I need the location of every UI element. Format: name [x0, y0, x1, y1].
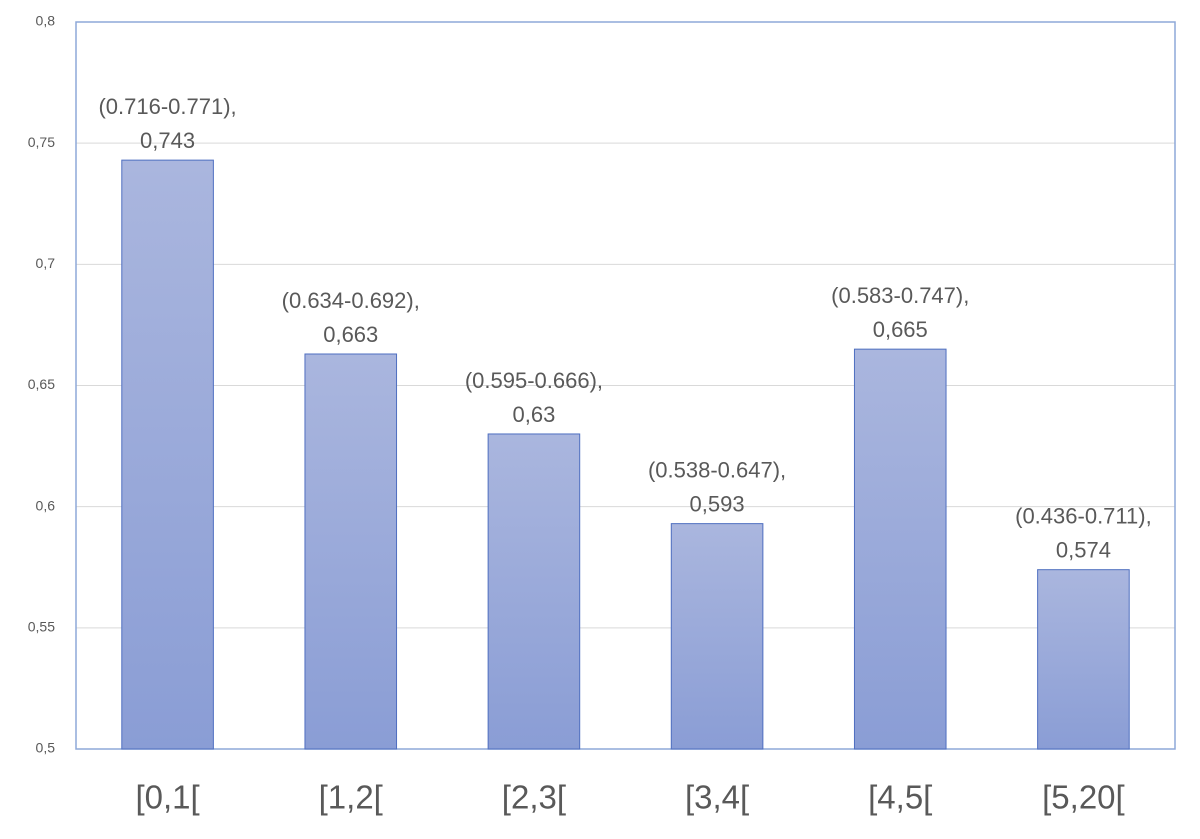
bar	[487, 433, 581, 750]
y-tick-label: 0,8	[36, 13, 56, 29]
y-tick-label: 0,7	[36, 255, 56, 271]
y-tick-label: 0,55	[28, 619, 55, 635]
interval-label: (0.583-0.747),	[831, 283, 969, 308]
interval-label: (0.716-0.771),	[98, 94, 236, 119]
y-tick-label: 0,5	[36, 740, 56, 756]
interval-label: (0.634-0.692),	[282, 288, 420, 313]
y-tick-label: 0,75	[28, 134, 55, 150]
x-tick-label: [3,4[	[685, 779, 749, 816]
interval-label: (0.595-0.666),	[465, 368, 603, 393]
x-tick-label: [1,2[	[319, 779, 383, 816]
bar	[304, 353, 398, 750]
value-label: 0,593	[690, 491, 745, 516]
y-tick-label: 0,6	[36, 497, 56, 513]
interval-label: (0.436-0.711),	[1015, 503, 1152, 528]
value-label: 0,743	[140, 128, 195, 153]
bar	[853, 348, 947, 750]
value-label: 0,63	[513, 402, 556, 427]
plot-frame	[75, 21, 1176, 750]
x-tick-label: [5,20[	[1042, 779, 1125, 816]
bar	[670, 523, 764, 750]
bar	[121, 159, 214, 750]
value-label: 0,665	[873, 317, 928, 342]
value-label: 0,663	[323, 322, 378, 347]
bar	[1037, 569, 1130, 750]
value-label: 0,574	[1056, 537, 1111, 562]
y-tick-label: 0,65	[28, 376, 55, 392]
x-tick-label: [2,3[	[502, 779, 566, 816]
interval-label: (0.538-0.647),	[648, 457, 786, 482]
x-tick-label: [0,1[	[135, 779, 199, 816]
x-tick-label: [4,5[	[868, 779, 932, 816]
